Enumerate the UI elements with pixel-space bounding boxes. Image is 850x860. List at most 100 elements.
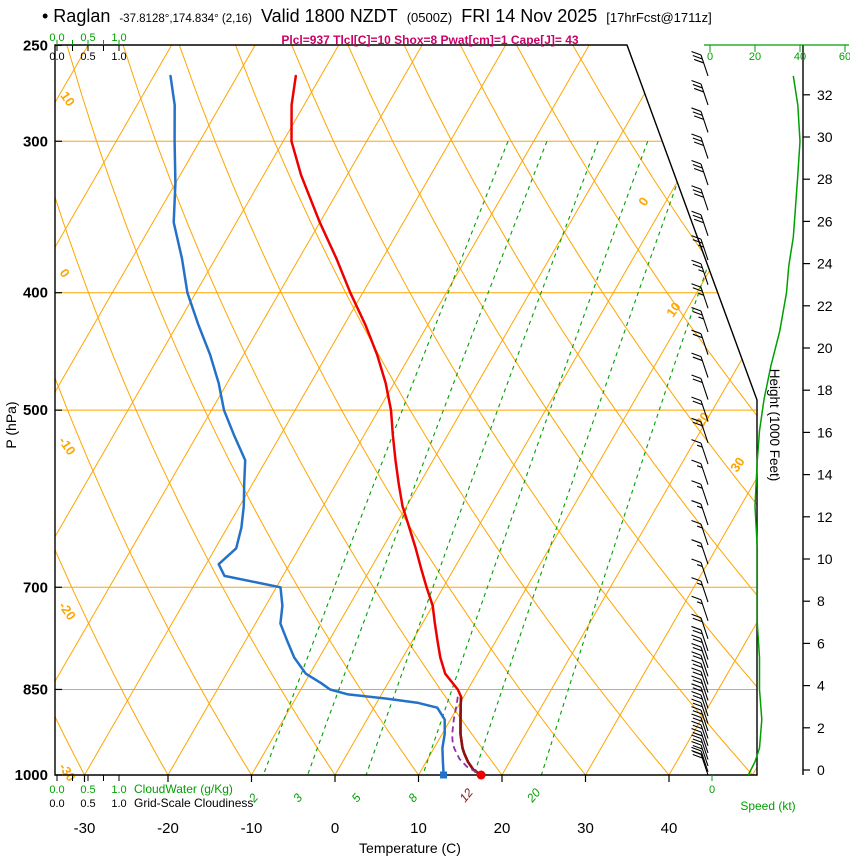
parcel-path-line — [451, 696, 482, 776]
wind-barb-feather — [691, 210, 702, 216]
pressure-tick-label: 500 — [23, 402, 48, 419]
wind-barb-feather — [692, 356, 703, 362]
wind-barb-feather — [691, 727, 702, 733]
wind-barb — [691, 500, 709, 526]
height-tick-label: 22 — [817, 298, 833, 314]
adiabat-label: -10 — [56, 434, 79, 458]
station-title: • Raglan — [42, 6, 111, 26]
wind-barb-feather — [692, 287, 703, 292]
height-tick-label: 10 — [817, 551, 833, 567]
wind-barb-half-feather — [698, 269, 704, 273]
surface-temperature-dot — [476, 770, 486, 780]
wind-barb-feather — [692, 54, 703, 60]
isotherm-line — [585, 45, 757, 775]
height-tick-label: 28 — [817, 171, 833, 187]
wind-barb-feather — [691, 651, 702, 656]
wind-barb-feather — [691, 667, 702, 673]
wind-barb-feather — [692, 163, 703, 169]
secondary-scales: 0.0 0.0 0.0 0.0 0.5 0.5 0.5 0.5 1.0 1.0 1.0 1.0 Clou… — [49, 32, 253, 810]
dry-adiabat-line — [66, 45, 419, 775]
wind-barb — [691, 720, 709, 746]
wind-barb-staff — [700, 617, 709, 639]
wind-barb — [691, 613, 709, 639]
surface-dewpoint-marker — [440, 771, 448, 779]
cloudiness-top-tick-label: 0.0 — [49, 51, 64, 63]
cloudiness-bottom-tick-label: 0.5 — [80, 798, 95, 810]
wind-barb-feather — [691, 595, 702, 601]
wind-barb-half-feather — [696, 544, 703, 548]
pressure-tick-label: 1000 — [15, 767, 48, 784]
wind-barb — [691, 480, 709, 506]
dry-adiabat-line — [460, 45, 757, 775]
dry-adiabat-line — [0, 45, 1, 775]
height-tick-label: 16 — [817, 424, 833, 440]
wind-barb-feather — [691, 480, 702, 485]
wind-barb-feather — [691, 691, 702, 696]
mixing-ratio-line — [365, 141, 599, 775]
wind-barb-half-feather — [696, 525, 703, 529]
wind-barb-feather — [692, 214, 703, 220]
wind-barb-feather — [691, 519, 702, 525]
speed-top-tick-label: 20 — [749, 51, 761, 63]
station-coords: -37.8128°,174.834° (2,16) — [119, 13, 252, 25]
wind-barb-feather — [692, 753, 703, 759]
wind-barb-feather — [691, 107, 702, 112]
wind-barb-feather — [692, 694, 703, 700]
dry-adiabat-line — [55, 45, 252, 775]
wind-barb-feather — [692, 629, 703, 635]
wind-barb-feather — [691, 634, 702, 640]
cloudwater-top-tick-label: 1.0 — [111, 32, 126, 44]
wind-barb — [691, 107, 709, 133]
speed-axis-title: Speed (kt) — [740, 799, 795, 813]
wind-barb-feather — [692, 617, 703, 623]
dry-adiabat-line — [55, 45, 336, 775]
wind-barb — [691, 651, 709, 677]
wind-barb-feather — [692, 724, 703, 730]
wind-barb-feather — [691, 625, 702, 631]
wind-barb-feather — [691, 749, 702, 755]
pressure-tick-label: 850 — [23, 681, 48, 698]
isotherm-label: 0 — [635, 194, 651, 209]
wind-barb-feather — [692, 671, 703, 677]
temperature-surface-segment — [459, 696, 482, 777]
wind-barb-feather — [691, 374, 702, 380]
adiabat-label: -20 — [56, 599, 79, 623]
wind-barb-feather — [692, 717, 703, 722]
pressure-tick-label: 400 — [23, 285, 48, 302]
wind-barb-half-feather — [698, 316, 704, 320]
wind-barb — [691, 79, 709, 106]
temperature-tick-label: -10 — [241, 820, 263, 837]
wind-barb-staff — [700, 580, 709, 603]
wind-barb — [691, 595, 709, 621]
mixing-ratio-label: 3 — [290, 791, 305, 805]
wind-barb — [691, 734, 709, 760]
wind-barb — [691, 727, 709, 754]
height-tick-label: 24 — [817, 256, 833, 272]
forecast-tag: [17hrFcst@1711z] — [606, 10, 712, 25]
wind-barb — [691, 691, 709, 717]
cloudwater-top-tick-label: 0.0 — [49, 32, 64, 44]
wind-barb — [691, 519, 709, 546]
wind-barb-feather — [691, 329, 702, 335]
wind-barb-feather — [693, 193, 704, 198]
wind-barb-feather — [692, 263, 703, 269]
wind-barb — [691, 577, 709, 603]
temperature-axis: -30 -20 -10 0 10 20 30 40 Temperature (C) — [74, 775, 677, 856]
wind-barb — [691, 210, 709, 236]
wind-barb-feather — [691, 577, 702, 582]
valid-time-utc: (0500Z) — [406, 10, 453, 25]
wind-barb — [691, 698, 709, 724]
mixing-ratio-label: 5 — [349, 791, 364, 805]
wind-barb-feather — [693, 115, 704, 120]
temperature-tick-label: 30 — [577, 820, 594, 837]
wind-barb-feather — [692, 333, 703, 339]
wind-barb-staff — [700, 599, 709, 621]
dry-adiabat-line — [235, 45, 670, 775]
speed-top-tick-label: 0 — [707, 51, 713, 63]
wind-barb-feather — [691, 396, 702, 402]
wind-barb-feather — [691, 133, 702, 139]
wind-barb — [691, 667, 709, 693]
wind-barb — [691, 625, 709, 652]
